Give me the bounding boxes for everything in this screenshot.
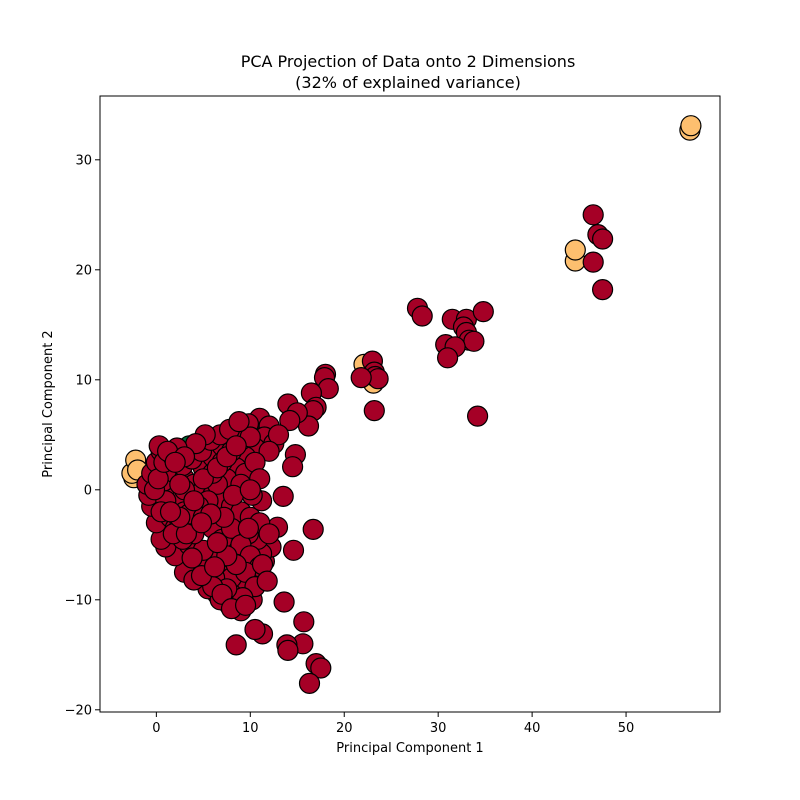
y-tick-label: 20	[75, 263, 92, 278]
data-point	[293, 611, 315, 633]
data-point	[463, 330, 485, 352]
data-point	[256, 570, 278, 592]
data-point	[350, 367, 372, 389]
data-points-layer	[121, 115, 702, 695]
data-point	[267, 424, 290, 446]
data-point	[192, 468, 214, 490]
data-point	[564, 239, 586, 261]
data-point	[411, 305, 433, 327]
y-tick-label: −10	[65, 593, 92, 608]
data-point	[272, 485, 294, 507]
x-tick-label: 40	[524, 721, 541, 736]
data-point	[206, 531, 228, 554]
data-point	[204, 556, 226, 578]
x-tick-label: 20	[336, 721, 353, 736]
data-point	[258, 523, 280, 545]
data-point	[302, 518, 324, 541]
data-point	[237, 517, 259, 539]
y-tick-label: 30	[75, 153, 92, 168]
data-point	[437, 347, 459, 369]
data-point	[239, 479, 261, 501]
data-point	[582, 251, 604, 273]
data-point	[582, 204, 604, 226]
data-point	[472, 301, 494, 323]
data-point	[225, 634, 247, 656]
data-point	[164, 451, 186, 473]
data-point	[273, 591, 295, 613]
data-point	[298, 672, 321, 695]
data-point	[183, 490, 205, 512]
axes-frame	[99, 95, 721, 713]
x-tick-label: 50	[618, 721, 635, 736]
x-tick-label: 0	[152, 721, 160, 736]
data-point	[244, 618, 266, 641]
data-point	[258, 440, 280, 462]
data-point	[363, 400, 385, 422]
y-tick-label: 10	[75, 373, 92, 388]
chart-title: PCA Projection of Data onto 2 Dimensions	[241, 52, 576, 71]
data-point	[181, 547, 203, 569]
data-point	[225, 435, 247, 457]
y-tick-label: −20	[65, 703, 92, 718]
axis-ticks-layer: 0 10 20 30 40 50 −20 −10 0 10 20 30	[65, 153, 635, 736]
x-tick-label: 10	[242, 721, 259, 736]
data-point	[277, 639, 299, 662]
x-axis-label: Principal Component 1	[336, 741, 483, 756]
y-tick-label: 0	[84, 483, 92, 498]
data-point	[310, 657, 332, 679]
data-point	[159, 501, 182, 523]
data-point	[279, 409, 301, 432]
chart-subtitle: (32% of explained variance)	[295, 73, 521, 92]
data-point	[228, 411, 250, 433]
data-point	[169, 473, 191, 495]
x-tick-label: 30	[430, 721, 447, 736]
data-point	[591, 279, 614, 301]
data-point	[282, 456, 304, 478]
data-point	[235, 594, 257, 616]
data-point	[282, 539, 305, 561]
data-point	[680, 115, 702, 137]
data-point	[591, 228, 614, 250]
data-point	[190, 512, 213, 534]
y-axis-label: Principal Component 2	[41, 330, 56, 477]
data-point	[467, 405, 489, 427]
